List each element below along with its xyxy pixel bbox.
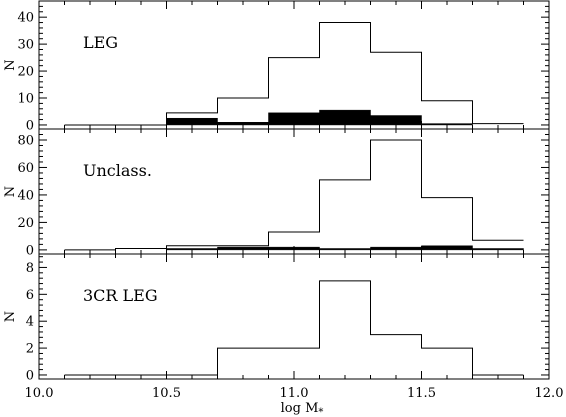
panel-3-y-tick-label: 4	[26, 315, 34, 330]
panel-3-y-tick-label: 6	[26, 288, 34, 303]
panel-1-filled-bar-6	[319, 109, 371, 126]
panel-1-label: LEG	[83, 33, 118, 52]
panel-1-y-tick-label: 30	[17, 38, 34, 53]
panel-1-filled-bar-7	[370, 115, 422, 126]
panel-2-y-tick-label: 60	[17, 161, 34, 176]
panel-1: 0 10 20 30 40 N LEG	[3, 0, 550, 133]
panel-2-filled-bar-4	[217, 246, 269, 251]
panel-3-label: 3CR LEG	[83, 286, 158, 305]
panel-1-y-tick-label: 0	[26, 118, 34, 133]
panel-3: 0 2 4 6 8 N 3CR LEG	[3, 253, 550, 383]
x-axis-label-subscript: *	[318, 407, 323, 417]
panel-2-filled-bar-9	[472, 248, 524, 251]
x-tick-label: 10.5	[152, 386, 181, 401]
x-tick-label: 11.5	[407, 386, 436, 401]
panel-1-y-tick-label: 10	[17, 92, 34, 107]
panel-1-y-axis-label: N	[3, 59, 18, 70]
panel-3-y-tick-label: 2	[26, 342, 34, 357]
panel-2-y-axis-label: N	[3, 186, 18, 197]
panel-2-y-tick-label: 40	[17, 188, 34, 203]
panel-2-y-tick-label: 0	[26, 243, 34, 258]
panel-1-outline-histogram	[64, 22, 524, 126]
panel-2-filled-bar-3	[166, 248, 218, 251]
panel-2: 0 20 40 60 80 N Unclass.	[3, 128, 550, 258]
x-tick-label: 10.0	[25, 386, 54, 401]
x-tick-label: 11.0	[280, 386, 309, 401]
panel-1-filled-bar-3	[166, 117, 218, 126]
x-axis-label: log M*	[281, 401, 324, 417]
panel-2-label: Unclass.	[83, 161, 152, 180]
panel-2-outline-histogram	[64, 139, 524, 251]
panel-3-outline-histogram	[64, 280, 524, 376]
panel-1-y-tick-label: 40	[17, 11, 34, 26]
panel-2-filled-bar-8	[421, 245, 473, 251]
panel-2-y-tick-label: 80	[17, 133, 34, 148]
panel-2-filled-bar-7	[370, 246, 422, 251]
panel-3-y-tick-label: 0	[26, 368, 34, 383]
panel-1-y-tick-label: 20	[17, 65, 34, 80]
panel-1-filled-bar-4	[217, 122, 269, 126]
panel-3-y-tick-label: 8	[26, 261, 34, 276]
x-axis: 10.0 10.5 11.0 11.5 12.0	[25, 386, 564, 401]
panels: 010203040NLEG020406080NUnclass.02468N3CR…	[3, 0, 550, 383]
panel-3-y-axis-label: N	[3, 311, 18, 322]
panel-2-y-tick-label: 20	[17, 216, 34, 231]
panel-1-filled-bar-8	[421, 123, 473, 126]
x-tick-label: 12.0	[535, 386, 564, 401]
panel-2-filled-bar-6	[319, 248, 371, 251]
